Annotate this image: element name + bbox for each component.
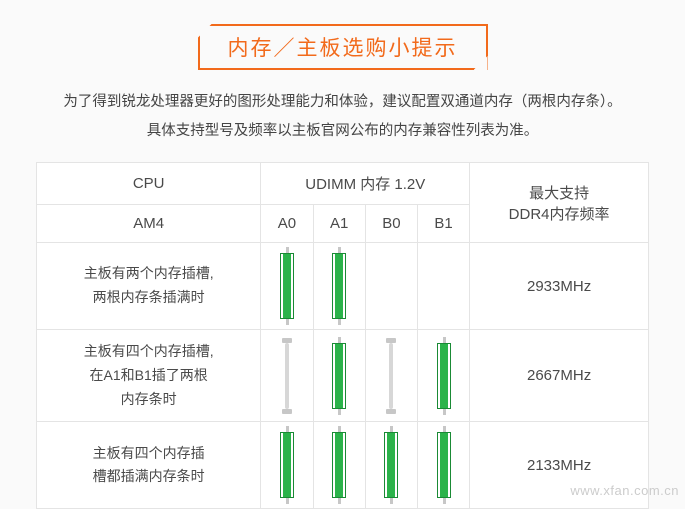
row-label: 主板有四个内存插槽, 在A1和B1插了两根 内存条时 bbox=[37, 330, 261, 422]
slot-cell bbox=[417, 422, 469, 509]
th-freq: 最大支持 DDR4内存频率 bbox=[470, 163, 649, 243]
ram-stick-icon bbox=[437, 432, 451, 498]
intro-line-2: 具体支持型号及频率以主板官网公布的内存兼容性列表为准。 bbox=[40, 117, 645, 146]
slot-cell bbox=[365, 243, 417, 330]
row-label: 主板有两个内存插槽, 两根内存条插满时 bbox=[37, 243, 261, 330]
watermark: www.xfan.com.cn bbox=[570, 483, 679, 498]
slot-cell bbox=[365, 330, 417, 422]
slot-cell bbox=[417, 243, 469, 330]
row-label: 主板有四个内存插 槽都插满内存条时 bbox=[37, 422, 261, 509]
slot-cell bbox=[313, 330, 365, 422]
intro-text: 为了得到锐龙处理器更好的图形处理能力和体验，建议配置双通道内存（两根内存条）。 … bbox=[40, 88, 645, 146]
slot-cell bbox=[261, 243, 313, 330]
slot-cell bbox=[261, 330, 313, 422]
th-slot-a0: A0 bbox=[261, 205, 313, 243]
th-slot-a1: A1 bbox=[313, 205, 365, 243]
empty-slot-icon bbox=[285, 343, 289, 409]
ram-stick-icon bbox=[280, 432, 294, 498]
slot-cell bbox=[417, 330, 469, 422]
table-row: 主板有四个内存插 槽都插满内存条时 2133MHz bbox=[37, 422, 649, 509]
th-slot-b1: B1 bbox=[417, 205, 469, 243]
ram-stick-icon bbox=[384, 432, 398, 498]
freq-cell: 2933MHz bbox=[470, 243, 649, 330]
ram-stick-icon bbox=[332, 253, 346, 319]
ram-stick-icon bbox=[332, 343, 346, 409]
freq-cell: 2667MHz bbox=[470, 330, 649, 422]
table-row: 主板有两个内存插槽, 两根内存条插满时 2933MHz bbox=[37, 243, 649, 330]
intro-line-1: 为了得到锐龙处理器更好的图形处理能力和体验，建议配置双通道内存（两根内存条）。 bbox=[40, 88, 645, 117]
memory-compat-table: CPU UDIMM 内存 1.2V 最大支持 DDR4内存频率 AM4 A0 A… bbox=[36, 162, 649, 509]
th-udimm: UDIMM 内存 1.2V bbox=[261, 163, 470, 205]
table-row: 主板有四个内存插槽, 在A1和B1插了两根 内存条时 2667MHz bbox=[37, 330, 649, 422]
slot-cell bbox=[313, 243, 365, 330]
slot-cell bbox=[313, 422, 365, 509]
th-slot-b0: B0 bbox=[365, 205, 417, 243]
slot-cell bbox=[261, 422, 313, 509]
ram-stick-icon bbox=[437, 343, 451, 409]
th-cpu: CPU bbox=[37, 163, 261, 205]
slot-cell bbox=[365, 422, 417, 509]
ram-stick-icon bbox=[280, 253, 294, 319]
empty-slot-icon bbox=[389, 343, 393, 409]
th-socket: AM4 bbox=[37, 205, 261, 243]
ram-stick-icon bbox=[332, 432, 346, 498]
page-title: 内存／主板选购小提示 bbox=[198, 24, 488, 70]
